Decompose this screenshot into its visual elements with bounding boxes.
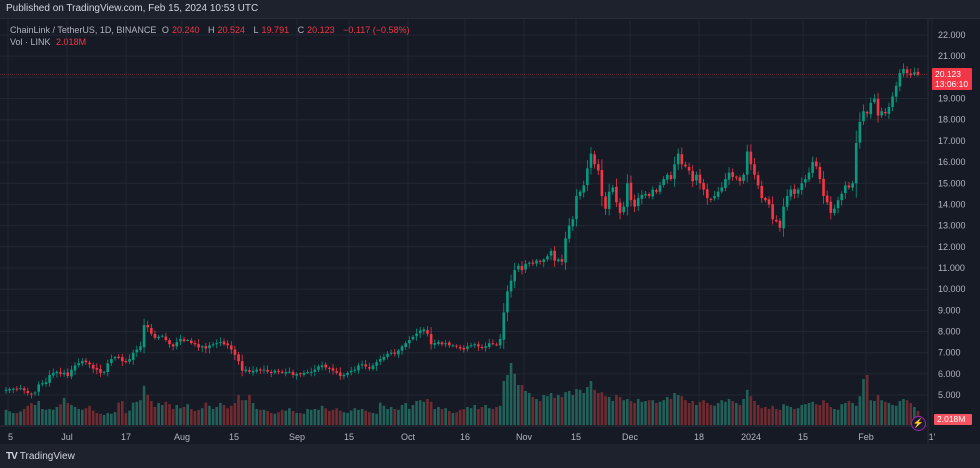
price-axis-label: 7.000 [938,348,961,358]
price-axis-label: 22.000 [938,30,966,40]
price-axis-label: 17.000 [938,136,966,146]
price-axis-label: 16.000 [938,157,966,167]
high-label: H [207,25,215,35]
price-axis-label: 10.000 [938,284,966,294]
price-axis-label: 18.000 [938,115,966,125]
low-value: 19.791 [261,25,290,35]
last-price-badge: 20.123 13:06:10 [932,68,972,90]
time-axis-label: 1' [929,432,936,442]
last-price: 20.123 [935,69,961,79]
price-axis-label: 5.000 [938,390,961,400]
price-axis-label: 12.000 [938,242,966,252]
tradingview-logo-text: TradingView [19,451,75,462]
symbol-legend: ChainLink / TetherUS, 1D, BINANCE O 20.24… [10,24,413,48]
time-axis-label: Sep [289,432,305,442]
time-axis-label: Feb [858,432,874,442]
open-value: 20.240 [171,25,200,35]
time-axis-label: 18 [694,432,704,442]
bar-countdown: 13:06:10 [935,79,969,89]
lightning-icon[interactable]: ⚡ [911,416,926,431]
time-axis-label: Nov [516,432,533,442]
price-axis-label: 6.000 [938,369,961,379]
time-axis-label: Oct [401,432,416,442]
high-value: 20.524 [217,25,246,35]
symbol-title[interactable]: ChainLink / TetherUS, 1D, BINANCE [10,25,157,35]
price-axis-label: 8.000 [938,327,961,337]
low-label: L [253,25,259,35]
close-value: 20.123 [307,25,335,35]
time-axis-label: Dec [622,432,639,442]
volume-value: 2.018M [56,37,87,47]
price-axis-label: 19.000 [938,94,966,104]
candlestick-plot[interactable]: 22.00021.00020.00019.00018.00017.00016.0… [0,19,980,445]
tradingview-logo-icon: TV [6,451,18,462]
published-caption: Published on TradingView.com, Feb 15, 20… [6,3,259,14]
time-axis-label: 15 [344,432,354,442]
volume-label[interactable]: Vol · LINK [10,37,51,47]
close-label: C [297,25,305,35]
ohlc-row: ChainLink / TetherUS, 1D, BINANCE O 20.24… [10,24,413,36]
volume-row: Vol · LINK 2.018M [10,36,413,48]
price-axis-label: 9.000 [938,305,961,315]
price-axis-label: 15.000 [938,178,966,188]
time-axis-label: 15 [229,432,239,442]
time-axis-label: Aug [174,432,190,442]
time-axis-label: 15 [798,432,808,442]
price-axis-label: 14.000 [938,199,966,209]
chart-area[interactable]: ChainLink / TetherUS, 1D, BINANCE O 20.24… [0,18,980,445]
time-axis-label: 15 [571,432,581,442]
price-axis-label: 11.000 [938,263,965,273]
change-value: −0.117 (−0.58%) [343,25,410,35]
price-axis-label: 13.000 [938,221,966,231]
time-axis-label: 5 [8,432,13,442]
time-axis-label: 2024 [741,432,761,442]
last-volume-badge: 2.018M [934,414,972,425]
open-label: O [161,25,169,35]
tradingview-logo[interactable]: TV TradingView [6,451,75,462]
time-axis-label: Jul [61,432,73,442]
price-axis-label: 21.000 [938,51,966,61]
time-axis-label: 17 [121,432,131,442]
footer: TV TradingView [0,444,980,468]
time-axis-label: 16 [460,432,470,442]
